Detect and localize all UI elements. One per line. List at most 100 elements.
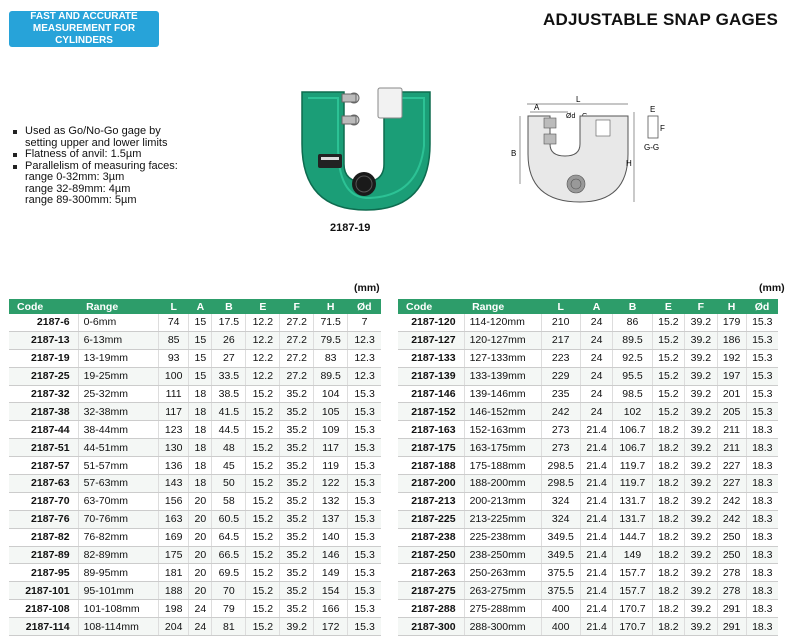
value-cell: 7: [347, 314, 381, 332]
range-cell: 127-133mm: [464, 349, 542, 368]
value-cell: 81: [211, 617, 247, 637]
value-cell: 109: [313, 420, 349, 440]
label-F: F: [660, 124, 665, 133]
value-cell: 48: [211, 438, 247, 458]
value-cell: 83: [313, 349, 349, 368]
range-cell: 76-82mm: [78, 528, 160, 547]
code-cell: 2187-120: [398, 314, 465, 332]
value-cell: 15.3: [347, 456, 381, 476]
column-header: H: [717, 299, 747, 314]
value-cell: 250: [717, 528, 747, 547]
range-cell: 38-44mm: [78, 420, 160, 440]
column-header: Code: [398, 299, 465, 314]
value-cell: 146: [313, 546, 349, 565]
value-cell: 205: [717, 402, 747, 422]
value-cell: 60.5: [211, 510, 247, 529]
value-cell: 21.4: [580, 456, 614, 476]
value-cell: 27: [211, 349, 247, 368]
value-cell: 39.2: [684, 563, 718, 583]
value-cell: 18.3: [746, 438, 778, 458]
value-cell: 156: [158, 492, 190, 511]
code-cell: 2187-32: [9, 385, 79, 404]
table-row: 2187-200 188-200mm 298.5 21.4 119.7 18.2 39.2 2…: [398, 474, 778, 493]
table-row: 2187-108 101-108mm 198 24 79 15.2 35.2 166 15.3: [9, 599, 381, 619]
range-cell: 63-70mm: [78, 492, 160, 511]
value-cell: 12.2: [245, 314, 281, 332]
value-cell: 18.2: [652, 528, 686, 547]
value-cell: 39.2: [279, 617, 315, 637]
value-cell: 102: [612, 402, 653, 422]
range-cell: 139-146mm: [464, 385, 542, 404]
value-cell: 137: [313, 510, 349, 529]
table-row: 2187-32 25-32mm 111 18 38.5 15.2 35.2 104 15.3: [9, 385, 381, 404]
feature-badge: FAST AND ACCURATE MEASUREMENT FOR CYLIND…: [9, 11, 159, 47]
value-cell: 172: [313, 617, 349, 637]
value-cell: 39.2: [684, 402, 718, 422]
value-cell: 111: [158, 385, 190, 404]
code-cell: 2187-19: [9, 349, 79, 368]
range-cell: 175-188mm: [464, 456, 542, 476]
value-cell: 18.3: [746, 528, 778, 547]
code-cell: 2187-163: [398, 420, 465, 440]
value-cell: 349.5: [541, 528, 581, 547]
table-row: 2187-300 288-300mm 400 21.4 170.7 18.2 39.2 291…: [398, 617, 778, 637]
value-cell: 15.3: [746, 385, 778, 404]
value-cell: 86: [612, 314, 653, 332]
value-cell: 39.2: [684, 314, 718, 332]
value-cell: 298.5: [541, 456, 581, 476]
column-header: L: [158, 299, 189, 314]
range-cell: 238-250mm: [464, 546, 542, 565]
value-cell: 15.2: [245, 402, 281, 422]
value-cell: 12.2: [245, 367, 281, 386]
value-cell: 39.2: [684, 456, 718, 476]
value-cell: 106.7: [612, 438, 653, 458]
range-cell: 44-51mm: [78, 438, 160, 458]
value-cell: 278: [717, 563, 747, 583]
feature-item: range 89-300mm: 5µm: [25, 194, 137, 206]
value-cell: 39.2: [684, 546, 718, 565]
value-cell: 15.2: [652, 402, 686, 422]
value-cell: 15.2: [245, 456, 281, 476]
value-cell: 15: [188, 331, 213, 350]
range-cell: 163-175mm: [464, 438, 542, 458]
value-cell: 95.5: [612, 367, 653, 386]
code-cell: 2187-114: [9, 617, 79, 637]
column-header: A: [580, 299, 613, 314]
value-cell: 18.2: [652, 474, 686, 493]
code-cell: 2187-38: [9, 402, 79, 422]
value-cell: 250: [717, 546, 747, 565]
range-cell: 25-32mm: [78, 385, 160, 404]
code-cell: 2187-6: [9, 314, 79, 332]
feature-item: Flatness of anvil: 1.5µm: [13, 148, 178, 161]
range-cell: 146-152mm: [464, 402, 542, 422]
value-cell: 15.2: [245, 546, 281, 565]
table-header-row: Code Range L A B E F H Ød: [398, 299, 778, 314]
value-cell: 24: [580, 331, 614, 350]
value-cell: 131.7: [612, 492, 653, 511]
value-cell: 15.3: [347, 474, 381, 493]
code-cell: 2187-275: [398, 581, 465, 601]
value-cell: 27.2: [279, 331, 315, 350]
value-cell: 15: [188, 367, 213, 386]
value-cell: 35.2: [279, 456, 315, 476]
value-cell: 132: [313, 492, 349, 511]
value-cell: 175: [158, 546, 190, 565]
value-cell: 26: [211, 331, 247, 350]
code-cell: 2187-95: [9, 563, 79, 583]
table-row: 2187-101 95-101mm 188 20 70 15.2 35.2 154 15.3: [9, 581, 381, 601]
value-cell: 20: [188, 528, 213, 547]
value-cell: 18: [188, 420, 213, 440]
table-row: 2187-146 139-146mm 235 24 98.5 15.2 39.2 201 15.…: [398, 385, 778, 404]
value-cell: 117: [313, 438, 349, 458]
value-cell: 12.3: [347, 349, 381, 368]
table-row: 2187-13 6-13mm 85 15 26 12.2 27.2 79.5 12.3: [9, 331, 381, 350]
value-cell: 18: [188, 474, 213, 493]
range-cell: 213-225mm: [464, 510, 542, 529]
value-cell: 15.3: [347, 581, 381, 601]
page-title: ADJUSTABLE SNAP GAGES: [543, 10, 778, 29]
value-cell: 15: [188, 349, 213, 368]
value-cell: 204: [158, 617, 190, 637]
value-cell: 27.2: [279, 349, 315, 368]
value-cell: 24: [580, 367, 614, 386]
code-cell: 2187-127: [398, 331, 465, 350]
